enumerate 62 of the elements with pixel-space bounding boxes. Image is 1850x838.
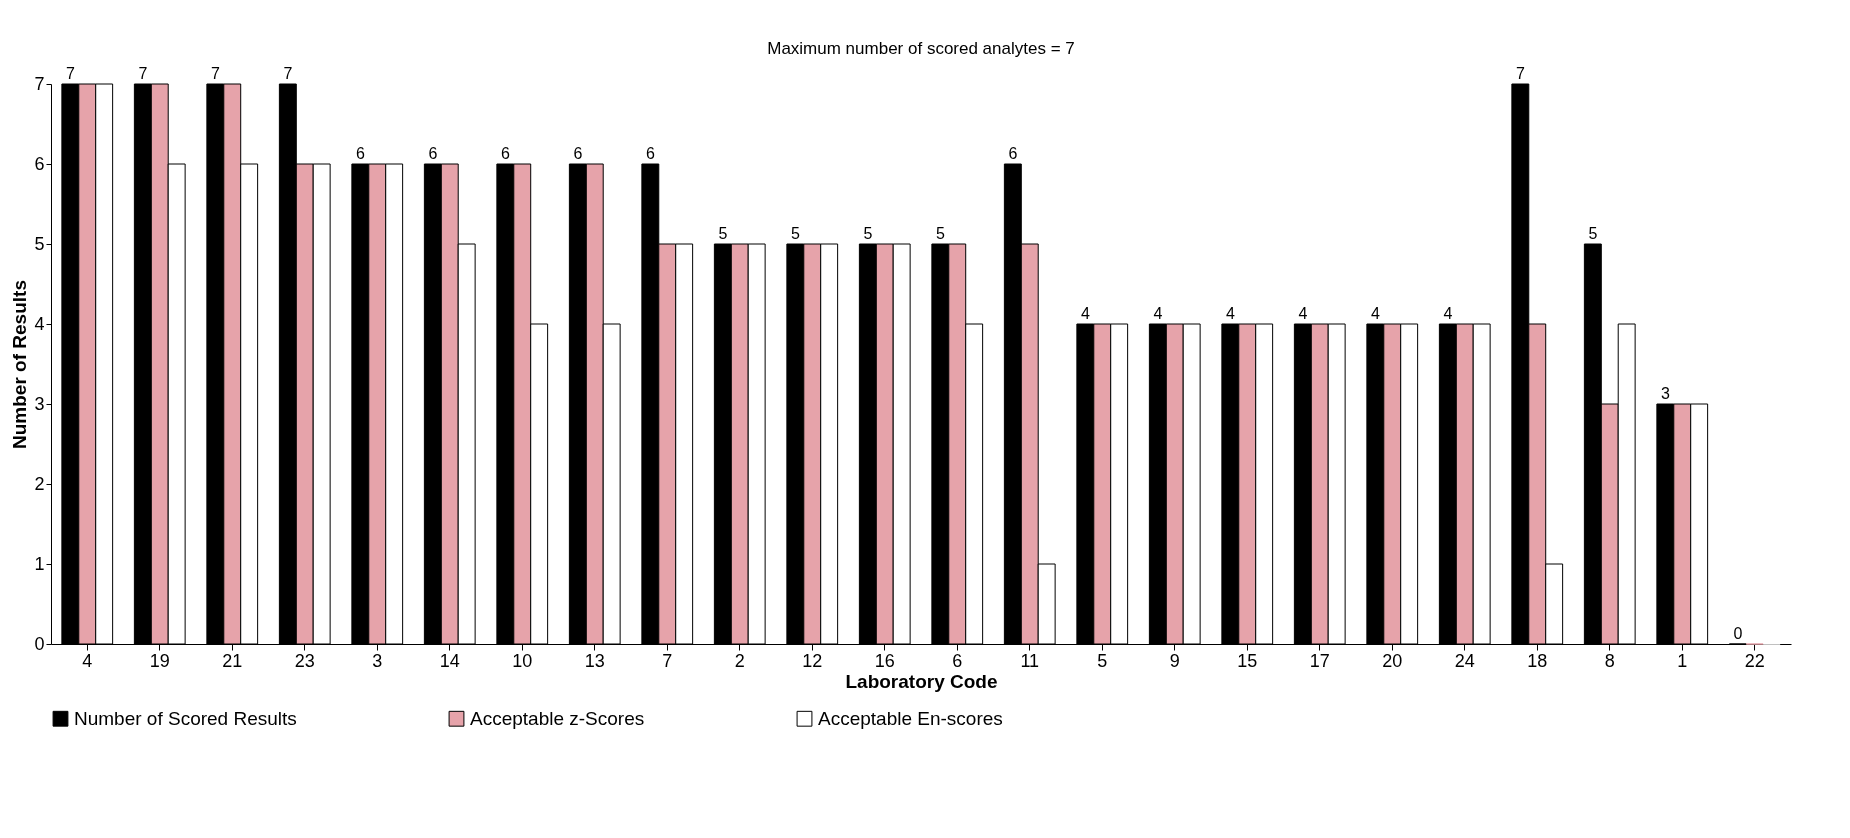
y-tick-label: 2 [34, 473, 45, 494]
x-tick-label: 21 [222, 650, 243, 671]
x-tick-label: 19 [149, 650, 170, 671]
y-tick-label: 3 [34, 393, 45, 414]
x-tick-label: 20 [1382, 650, 1403, 671]
x-tick-label: 23 [294, 650, 315, 671]
data-label: 4 [1443, 305, 1453, 322]
x-tick-label: 13 [584, 650, 605, 671]
text: Maximum number of scored analytes = 7 [767, 39, 1075, 58]
data-label: 7 [138, 65, 148, 82]
data-label: 6 [500, 145, 510, 162]
data-label: 3 [1660, 385, 1670, 402]
y-tick-label: 0 [34, 633, 45, 654]
x-tick-label: 15 [1237, 650, 1258, 671]
data-label: 6 [428, 145, 438, 162]
data-label: 7 [210, 65, 220, 82]
data-label: 5 [1588, 225, 1598, 242]
x-tick-label: 18 [1527, 650, 1548, 671]
x-tick-label: 8 [1604, 650, 1615, 671]
x-tick-label: 7 [662, 650, 673, 671]
data-label: 4 [1225, 305, 1235, 322]
y-tick-label: 1 [34, 553, 45, 574]
x-axis-title: Laboratory Code [845, 670, 998, 692]
x-tick-label: 1 [1677, 650, 1688, 671]
y-tick-label: 5 [34, 233, 45, 254]
x-tick-label: 3 [372, 650, 383, 671]
data-label: 5 [863, 225, 873, 242]
x-tick-label: 14 [439, 650, 460, 671]
data-label: 4 [1153, 305, 1163, 322]
data-label: 5 [718, 225, 728, 242]
x-tick-label: 5 [1097, 650, 1108, 671]
y-tick-label: 7 [34, 73, 45, 94]
x-tick-label: 17 [1309, 650, 1330, 671]
x-tick-label: 9 [1169, 650, 1180, 671]
legend-label: Number of Scored Results [74, 707, 297, 729]
x-tick-label: 11 [1020, 650, 1040, 671]
x-tick-label: 12 [802, 650, 823, 671]
legend-label: Acceptable z-Scores [470, 707, 645, 729]
x-tick-label: 24 [1454, 650, 1475, 671]
data-label: 0 [1733, 625, 1743, 642]
y-tick-label: 6 [34, 153, 45, 174]
data-label: 6 [1008, 145, 1018, 162]
legend-label: Acceptable En-scores [818, 707, 1003, 729]
data-label: 7 [283, 65, 293, 82]
data-label: 6 [355, 145, 365, 162]
x-tick-label: 22 [1744, 650, 1765, 671]
data-label: 5 [935, 225, 945, 242]
data-label: 4 [1298, 305, 1308, 322]
y-tick-label: 4 [34, 313, 45, 334]
data-label: 5 [790, 225, 800, 242]
y-axis-title: Number of Results [9, 280, 31, 449]
data-label: 4 [1370, 305, 1380, 322]
x-tick-label: 16 [874, 650, 895, 671]
x-tick-label: 10 [512, 650, 533, 671]
data-label: 7 [65, 65, 75, 82]
x-tick-label: 6 [952, 650, 963, 671]
data-label: 4 [1080, 305, 1090, 322]
data-label: 7 [1515, 65, 1525, 82]
x-tick-label: 2 [734, 650, 745, 671]
data-label: 6 [573, 145, 583, 162]
x-tick-label: 4 [82, 650, 93, 671]
data-label: 6 [645, 145, 655, 162]
